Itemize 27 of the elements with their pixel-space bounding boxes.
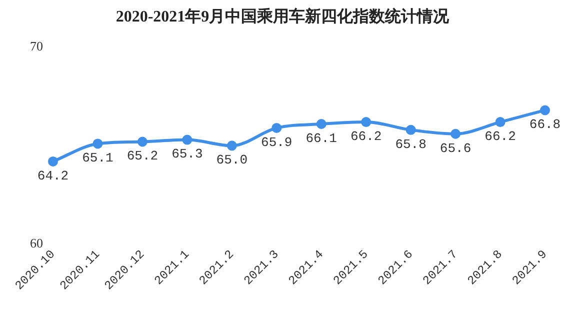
data-label: 65.1 (82, 150, 114, 166)
data-label: 65.8 (395, 136, 426, 152)
point (361, 117, 372, 128)
point (272, 122, 282, 133)
point (495, 117, 506, 128)
data-label: 66.2 (350, 128, 382, 144)
data-label: 66.1 (306, 130, 338, 146)
y-tick-label: 70 (30, 38, 43, 54)
data-label: 65.2 (126, 148, 158, 164)
point (137, 136, 148, 147)
point (316, 119, 326, 130)
data-label: 65.6 (440, 140, 472, 156)
data-label: 66.8 (529, 117, 561, 132)
point (226, 140, 237, 151)
chart-title: 2020-2021年9月中国乘用车新四化指数统计情况 (116, 8, 450, 26)
data-label: 66.2 (484, 128, 516, 144)
point (450, 128, 461, 139)
data-label: 64.2 (37, 168, 69, 184)
point (92, 138, 103, 149)
point (182, 134, 192, 145)
data-label: 65.9 (261, 134, 292, 150)
data-label: 65.0 (216, 152, 248, 168)
point (48, 156, 58, 166)
point (406, 124, 416, 135)
y-tick-label: 60 (30, 236, 43, 251)
data-label: 65.3 (172, 146, 203, 162)
point (540, 105, 550, 116)
